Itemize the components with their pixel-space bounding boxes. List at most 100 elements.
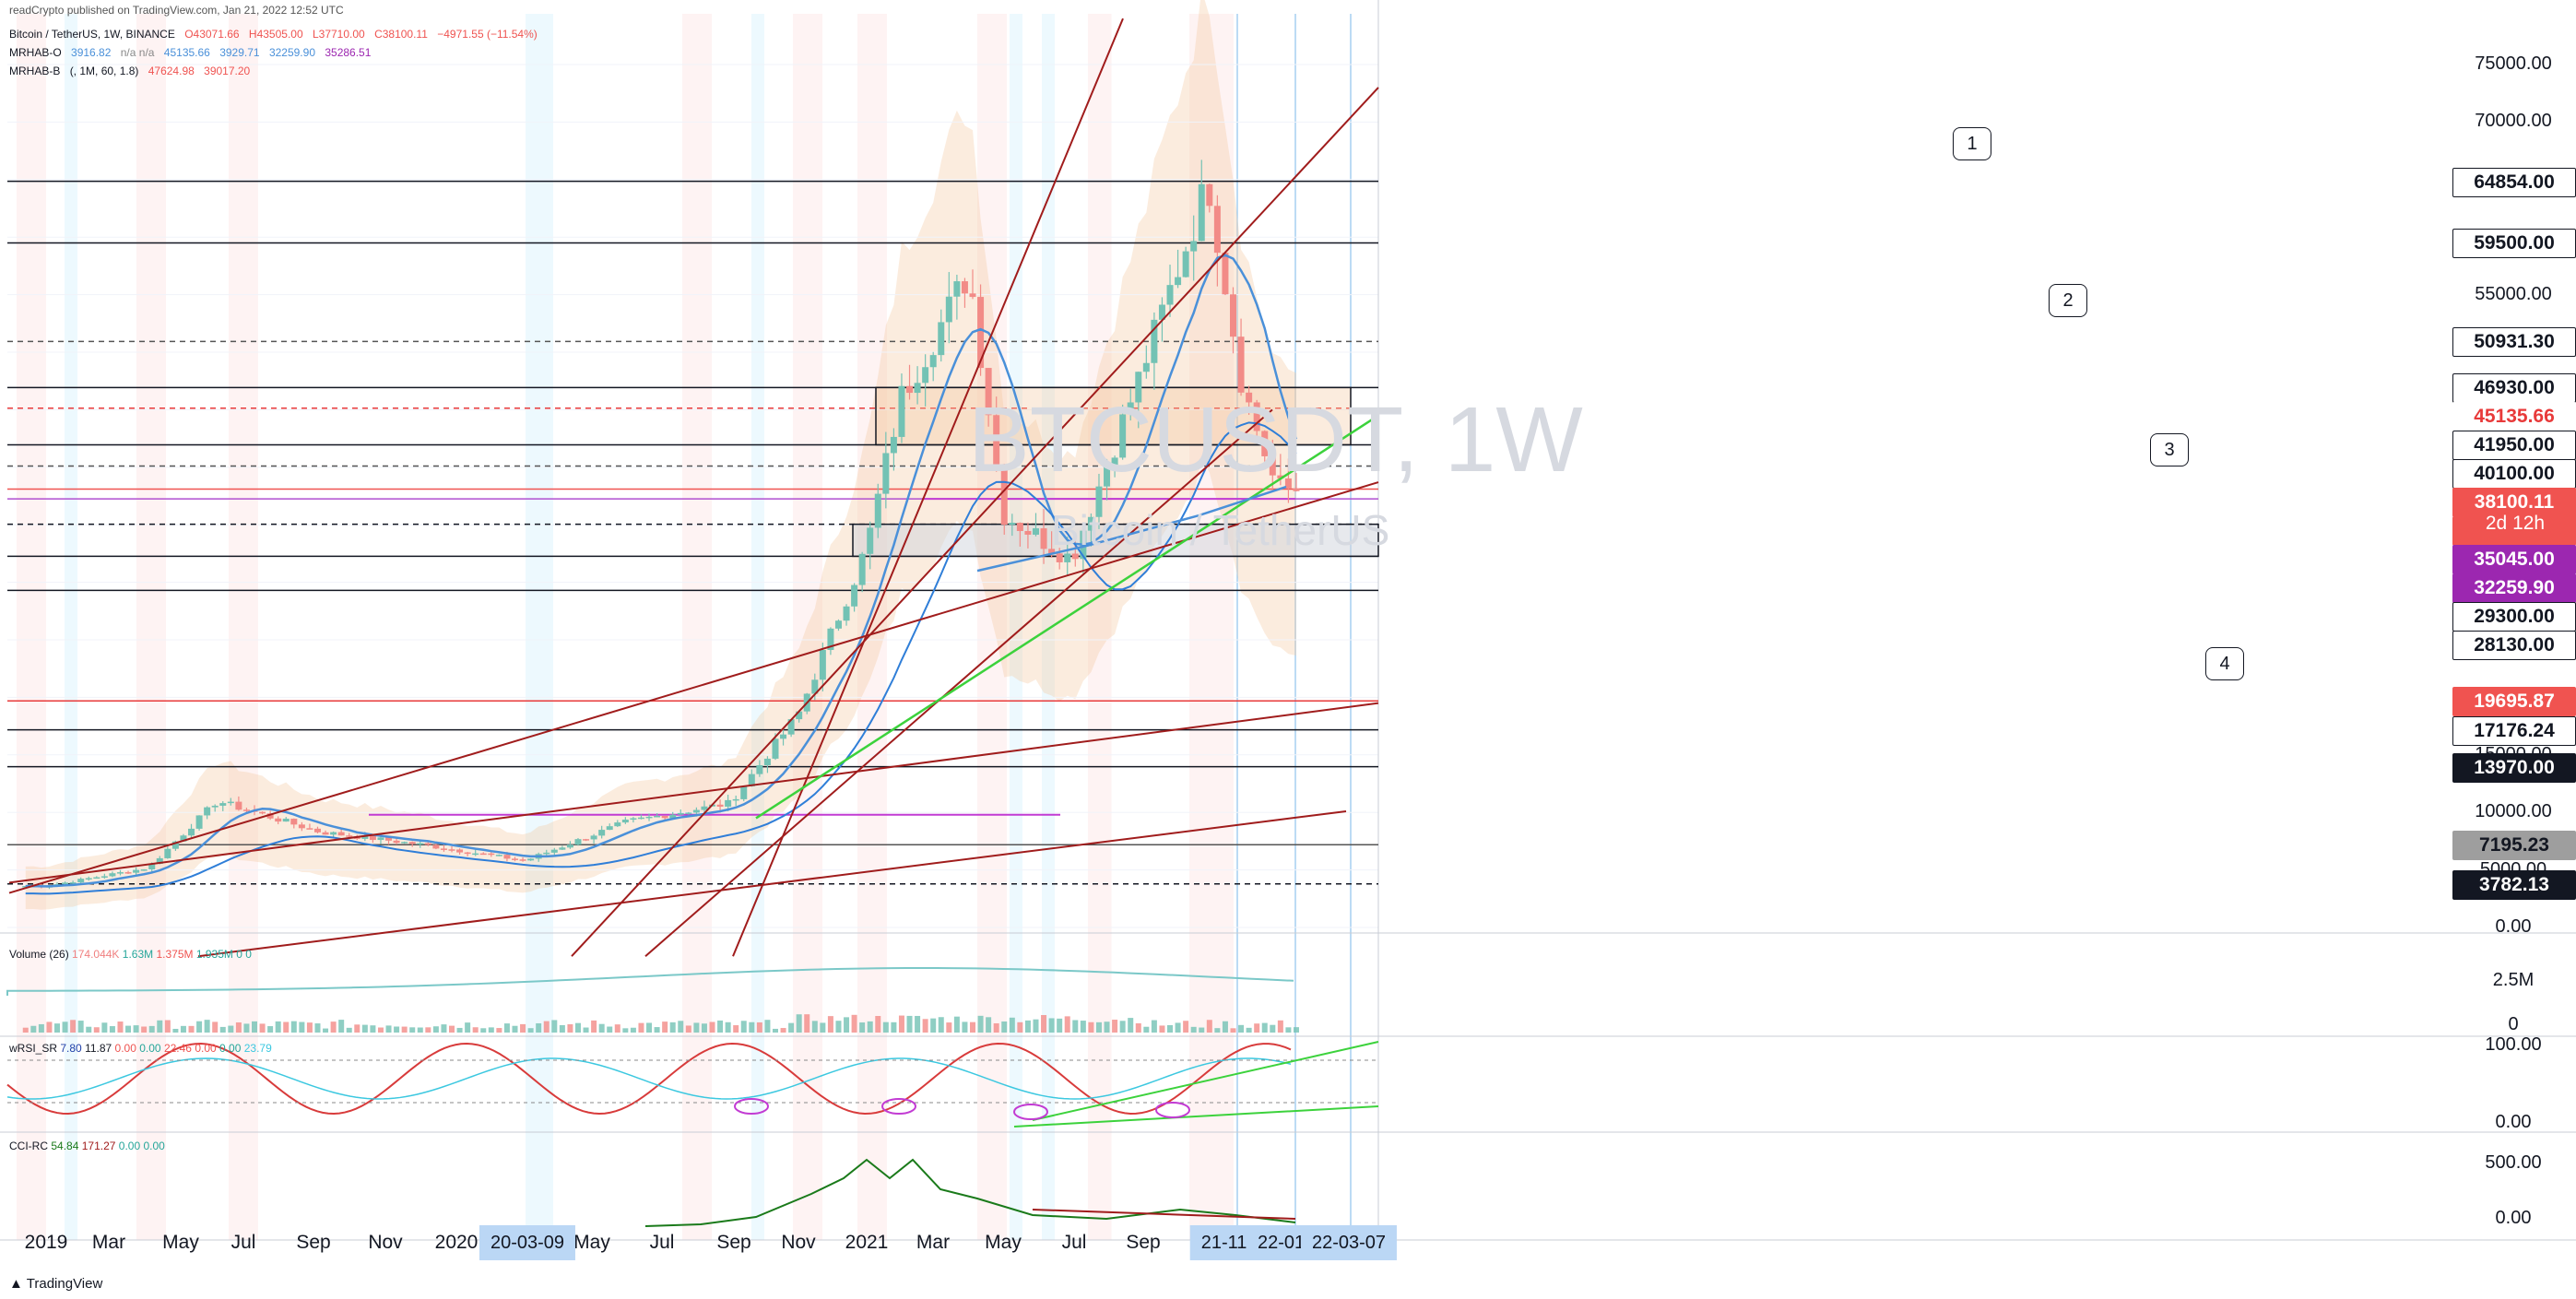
volume-bar bbox=[1080, 1021, 1086, 1033]
candle-up bbox=[953, 281, 961, 297]
volume-bar bbox=[456, 1027, 463, 1033]
candle-up bbox=[1182, 251, 1189, 278]
volume-bar bbox=[891, 1021, 897, 1033]
sub-panes-layer bbox=[6, 966, 1379, 1227]
volume-bar bbox=[772, 1028, 778, 1033]
volume-bar bbox=[788, 1022, 795, 1033]
volume-bar bbox=[164, 1020, 171, 1033]
volume-axis-zero: 0 bbox=[2508, 1014, 2519, 1034]
annotation-3[interactable]: 3 bbox=[2150, 433, 2189, 466]
candle-up bbox=[669, 814, 677, 819]
candle-down bbox=[298, 824, 305, 829]
candle-down bbox=[456, 849, 464, 853]
candle-down bbox=[1293, 488, 1300, 491]
candle-down bbox=[906, 385, 914, 394]
volume-bar bbox=[986, 1017, 992, 1033]
volume-bar bbox=[551, 1020, 558, 1033]
volume-bar bbox=[441, 1024, 447, 1033]
volume-bar bbox=[1222, 1021, 1228, 1033]
horizontal-levels-layer bbox=[7, 180, 1379, 885]
candle-up bbox=[100, 876, 108, 878]
volume-bar bbox=[859, 1022, 866, 1033]
volume-bar bbox=[764, 1020, 771, 1033]
candle-up bbox=[1087, 516, 1094, 531]
volume-bar bbox=[480, 1028, 487, 1033]
cci-axis-zero: 0.00 bbox=[2495, 1208, 2532, 1228]
candle-up bbox=[772, 738, 779, 759]
volume-bar bbox=[962, 1021, 968, 1033]
volume-bar bbox=[1285, 1027, 1292, 1033]
candle-up bbox=[1135, 372, 1142, 403]
candle-up bbox=[495, 855, 502, 856]
volume-bar bbox=[1143, 1026, 1150, 1033]
volume-bar bbox=[1017, 1021, 1023, 1033]
candle-up bbox=[377, 837, 384, 841]
volume-bar bbox=[811, 1021, 818, 1033]
volume-bar bbox=[38, 1023, 44, 1033]
volume-bar bbox=[117, 1021, 124, 1033]
wrsi-signal-line bbox=[6, 1057, 1292, 1100]
price-axis-label: 10000.00 bbox=[2475, 801, 2552, 822]
candle-down bbox=[1284, 478, 1292, 489]
candle-up bbox=[527, 858, 535, 861]
brand-label: TradingView bbox=[26, 1276, 103, 1292]
volume-bar bbox=[749, 1021, 755, 1033]
tradingview-logo[interactable]: ▲ TradingView bbox=[9, 1276, 102, 1292]
time-highlight-label: 20-03-09 bbox=[479, 1225, 576, 1260]
volume-bar bbox=[290, 1021, 297, 1033]
volume-bar bbox=[330, 1021, 337, 1033]
volume-bar bbox=[520, 1023, 526, 1033]
candle-down bbox=[313, 828, 321, 833]
candle-up bbox=[819, 650, 826, 680]
volume-bar bbox=[219, 1026, 226, 1033]
volume-bar bbox=[938, 1017, 944, 1033]
volume-bar bbox=[1112, 1020, 1118, 1033]
volume-bar bbox=[354, 1024, 360, 1033]
candle-up bbox=[204, 807, 211, 816]
volume-bar bbox=[867, 1021, 873, 1033]
volume-bar bbox=[283, 1021, 290, 1033]
price-tag: 41950.00 bbox=[2452, 431, 2576, 461]
volume-bar bbox=[1190, 1026, 1197, 1033]
ohlc-open: O43071.66 bbox=[184, 28, 240, 41]
volume-bar bbox=[306, 1022, 313, 1033]
annotation-2[interactable]: 2 bbox=[2049, 284, 2087, 317]
candle-up bbox=[843, 606, 850, 621]
volume-bar bbox=[1151, 1020, 1157, 1033]
volume-bar bbox=[1277, 1020, 1283, 1033]
volume-bar bbox=[875, 1016, 881, 1033]
wrsi-line bbox=[6, 1042, 1292, 1116]
annotation-4[interactable]: 4 bbox=[2205, 647, 2244, 680]
candle-down bbox=[385, 837, 393, 841]
candle-down bbox=[977, 297, 985, 369]
volume-bar bbox=[844, 1017, 850, 1033]
candle-up bbox=[77, 879, 85, 883]
volume-bar bbox=[86, 1026, 92, 1033]
candle-up bbox=[874, 493, 881, 528]
candle-down bbox=[432, 844, 440, 849]
price-axis-label: 70000.00 bbox=[2475, 111, 2552, 132]
volume-bar bbox=[591, 1020, 597, 1033]
indicator-lines-layer bbox=[25, 254, 1298, 895]
volume-bar bbox=[804, 1014, 810, 1033]
candle-up bbox=[156, 857, 163, 865]
candle-up bbox=[188, 828, 195, 836]
volume-bar bbox=[717, 1020, 724, 1033]
candle-up bbox=[1151, 319, 1158, 363]
annotation-1[interactable]: 1 bbox=[1953, 127, 1991, 160]
price-tag: 17176.24 bbox=[2452, 715, 2576, 746]
volume-bar bbox=[527, 1028, 534, 1033]
volume-bar bbox=[1175, 1022, 1181, 1033]
candle-up bbox=[740, 785, 748, 799]
volume-bar bbox=[882, 1021, 889, 1033]
price-tag: 7195.23 bbox=[2452, 831, 2576, 861]
blue-highlight-stripe bbox=[526, 14, 553, 1240]
volume-bar bbox=[432, 1026, 439, 1033]
candle-down bbox=[1222, 253, 1229, 295]
candle-down bbox=[1016, 522, 1023, 531]
volume-bar bbox=[1041, 1014, 1047, 1033]
candle-down bbox=[488, 853, 495, 856]
candle-up bbox=[1111, 457, 1118, 467]
time-axis-label: Sep bbox=[296, 1232, 331, 1253]
